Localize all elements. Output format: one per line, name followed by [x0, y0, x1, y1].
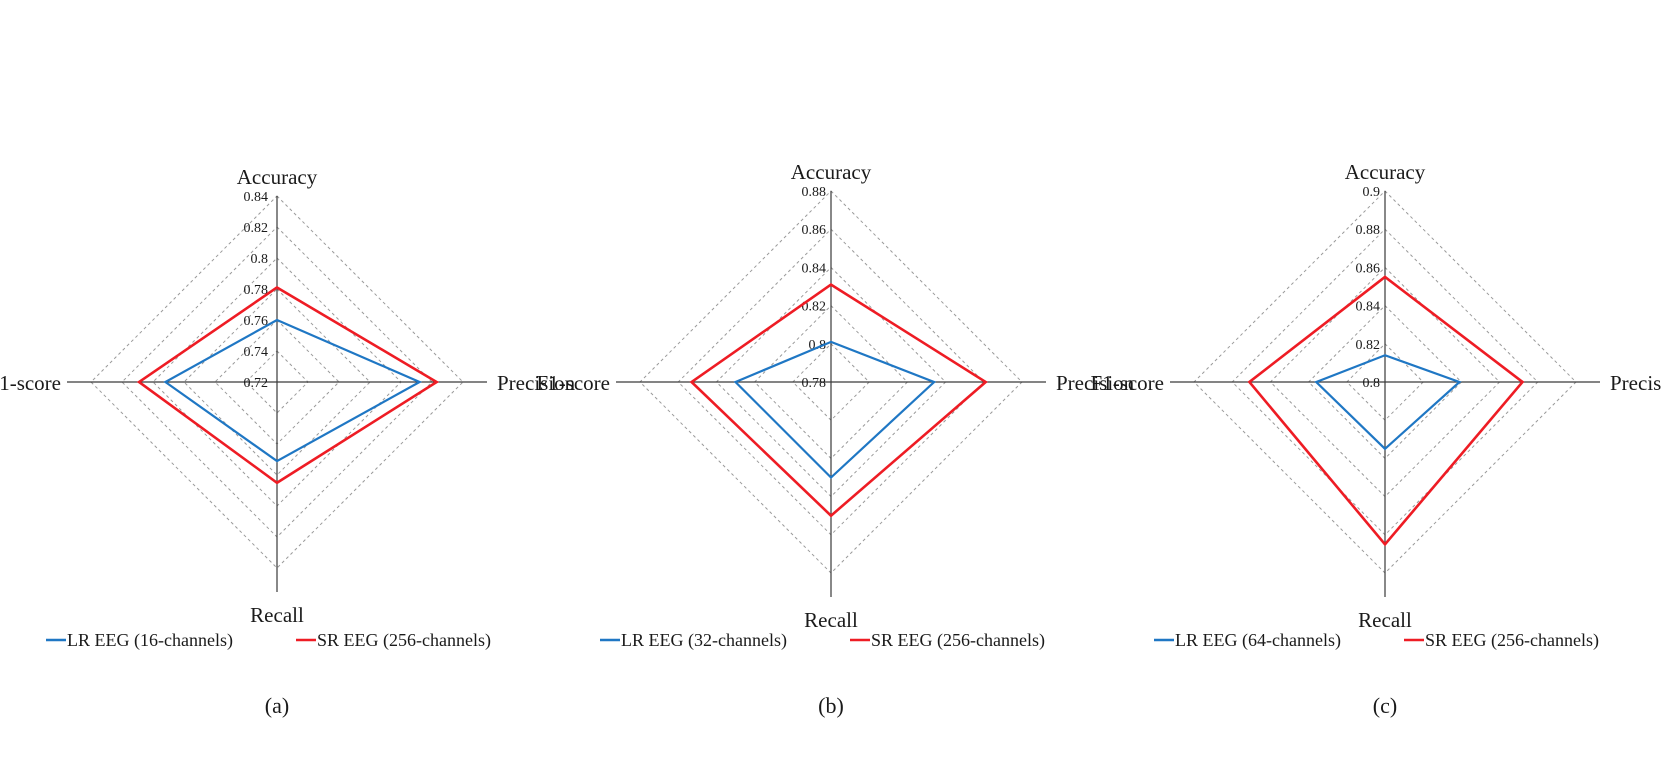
axis-title-f1-score: F1-score: [537, 371, 610, 395]
legend-label: SR EEG (256-channels): [317, 630, 491, 651]
tick-label: 0.88: [1356, 223, 1381, 238]
axis-title-accuracy: Accuracy: [1345, 160, 1426, 184]
legend-label: SR EEG (256-channels): [871, 630, 1045, 651]
legend-label: LR EEG (32-channels): [621, 630, 787, 651]
tick-label: 0.8: [1363, 376, 1381, 391]
tick-label: 0.88: [802, 185, 827, 200]
tick-label: 0.84: [1356, 300, 1381, 315]
tick-label: 0.74: [244, 345, 269, 360]
series-line-lr: [163, 318, 423, 463]
axis-title-recall: Recall: [804, 608, 858, 632]
axis-title-precision: Precision: [497, 371, 576, 395]
tick-label: 0.82: [244, 221, 269, 236]
series-line-lr: [1314, 354, 1462, 451]
tick-label: 0.76: [244, 314, 269, 329]
tick-label: 0.9: [1363, 185, 1381, 200]
tick-label: 0.8: [251, 252, 269, 267]
panel-label: (a): [265, 693, 289, 718]
series-line-sr: [1247, 275, 1525, 547]
axis-title-precision: Precision: [1056, 371, 1135, 395]
tick-label: 0.86: [802, 223, 827, 238]
series-line-lr: [733, 340, 937, 480]
tick-label: 0.72: [244, 376, 269, 391]
legend-label: LR EEG (64-channels): [1175, 630, 1341, 651]
axis-title-f1-score: F1-score: [0, 371, 61, 395]
grid-ring: [90, 195, 464, 569]
axis-title-accuracy: Accuracy: [791, 160, 872, 184]
tick-label: 0.82: [802, 300, 827, 315]
grid-ring: [183, 288, 371, 476]
radar-panel-b: 0.780.80.820.840.860.88AccuracyPrecision…: [537, 160, 1135, 718]
tick-label: 0.82: [1356, 338, 1381, 353]
panel-label: (c): [1373, 693, 1397, 718]
legend-label: LR EEG (16-channels): [67, 630, 233, 651]
series-line-sr: [689, 283, 988, 518]
tick-label: 0.78: [802, 376, 827, 391]
grid-ring: [245, 350, 309, 414]
axis-title-recall: Recall: [250, 603, 304, 627]
tick-label: 0.78: [244, 283, 269, 298]
axis-title-f1-score: F1-score: [1091, 371, 1164, 395]
tick-label: 0.84: [244, 190, 269, 205]
tick-label: 0.86: [1356, 261, 1381, 276]
panel-label: (b): [818, 693, 844, 718]
legend-label: SR EEG (256-channels): [1425, 630, 1599, 651]
axis-title-precision: Precision: [1610, 371, 1661, 395]
tick-label: 0.84: [802, 261, 827, 276]
axis-title-accuracy: Accuracy: [237, 165, 318, 189]
series-line-sr: [136, 285, 440, 485]
axis-title-recall: Recall: [1358, 608, 1412, 632]
